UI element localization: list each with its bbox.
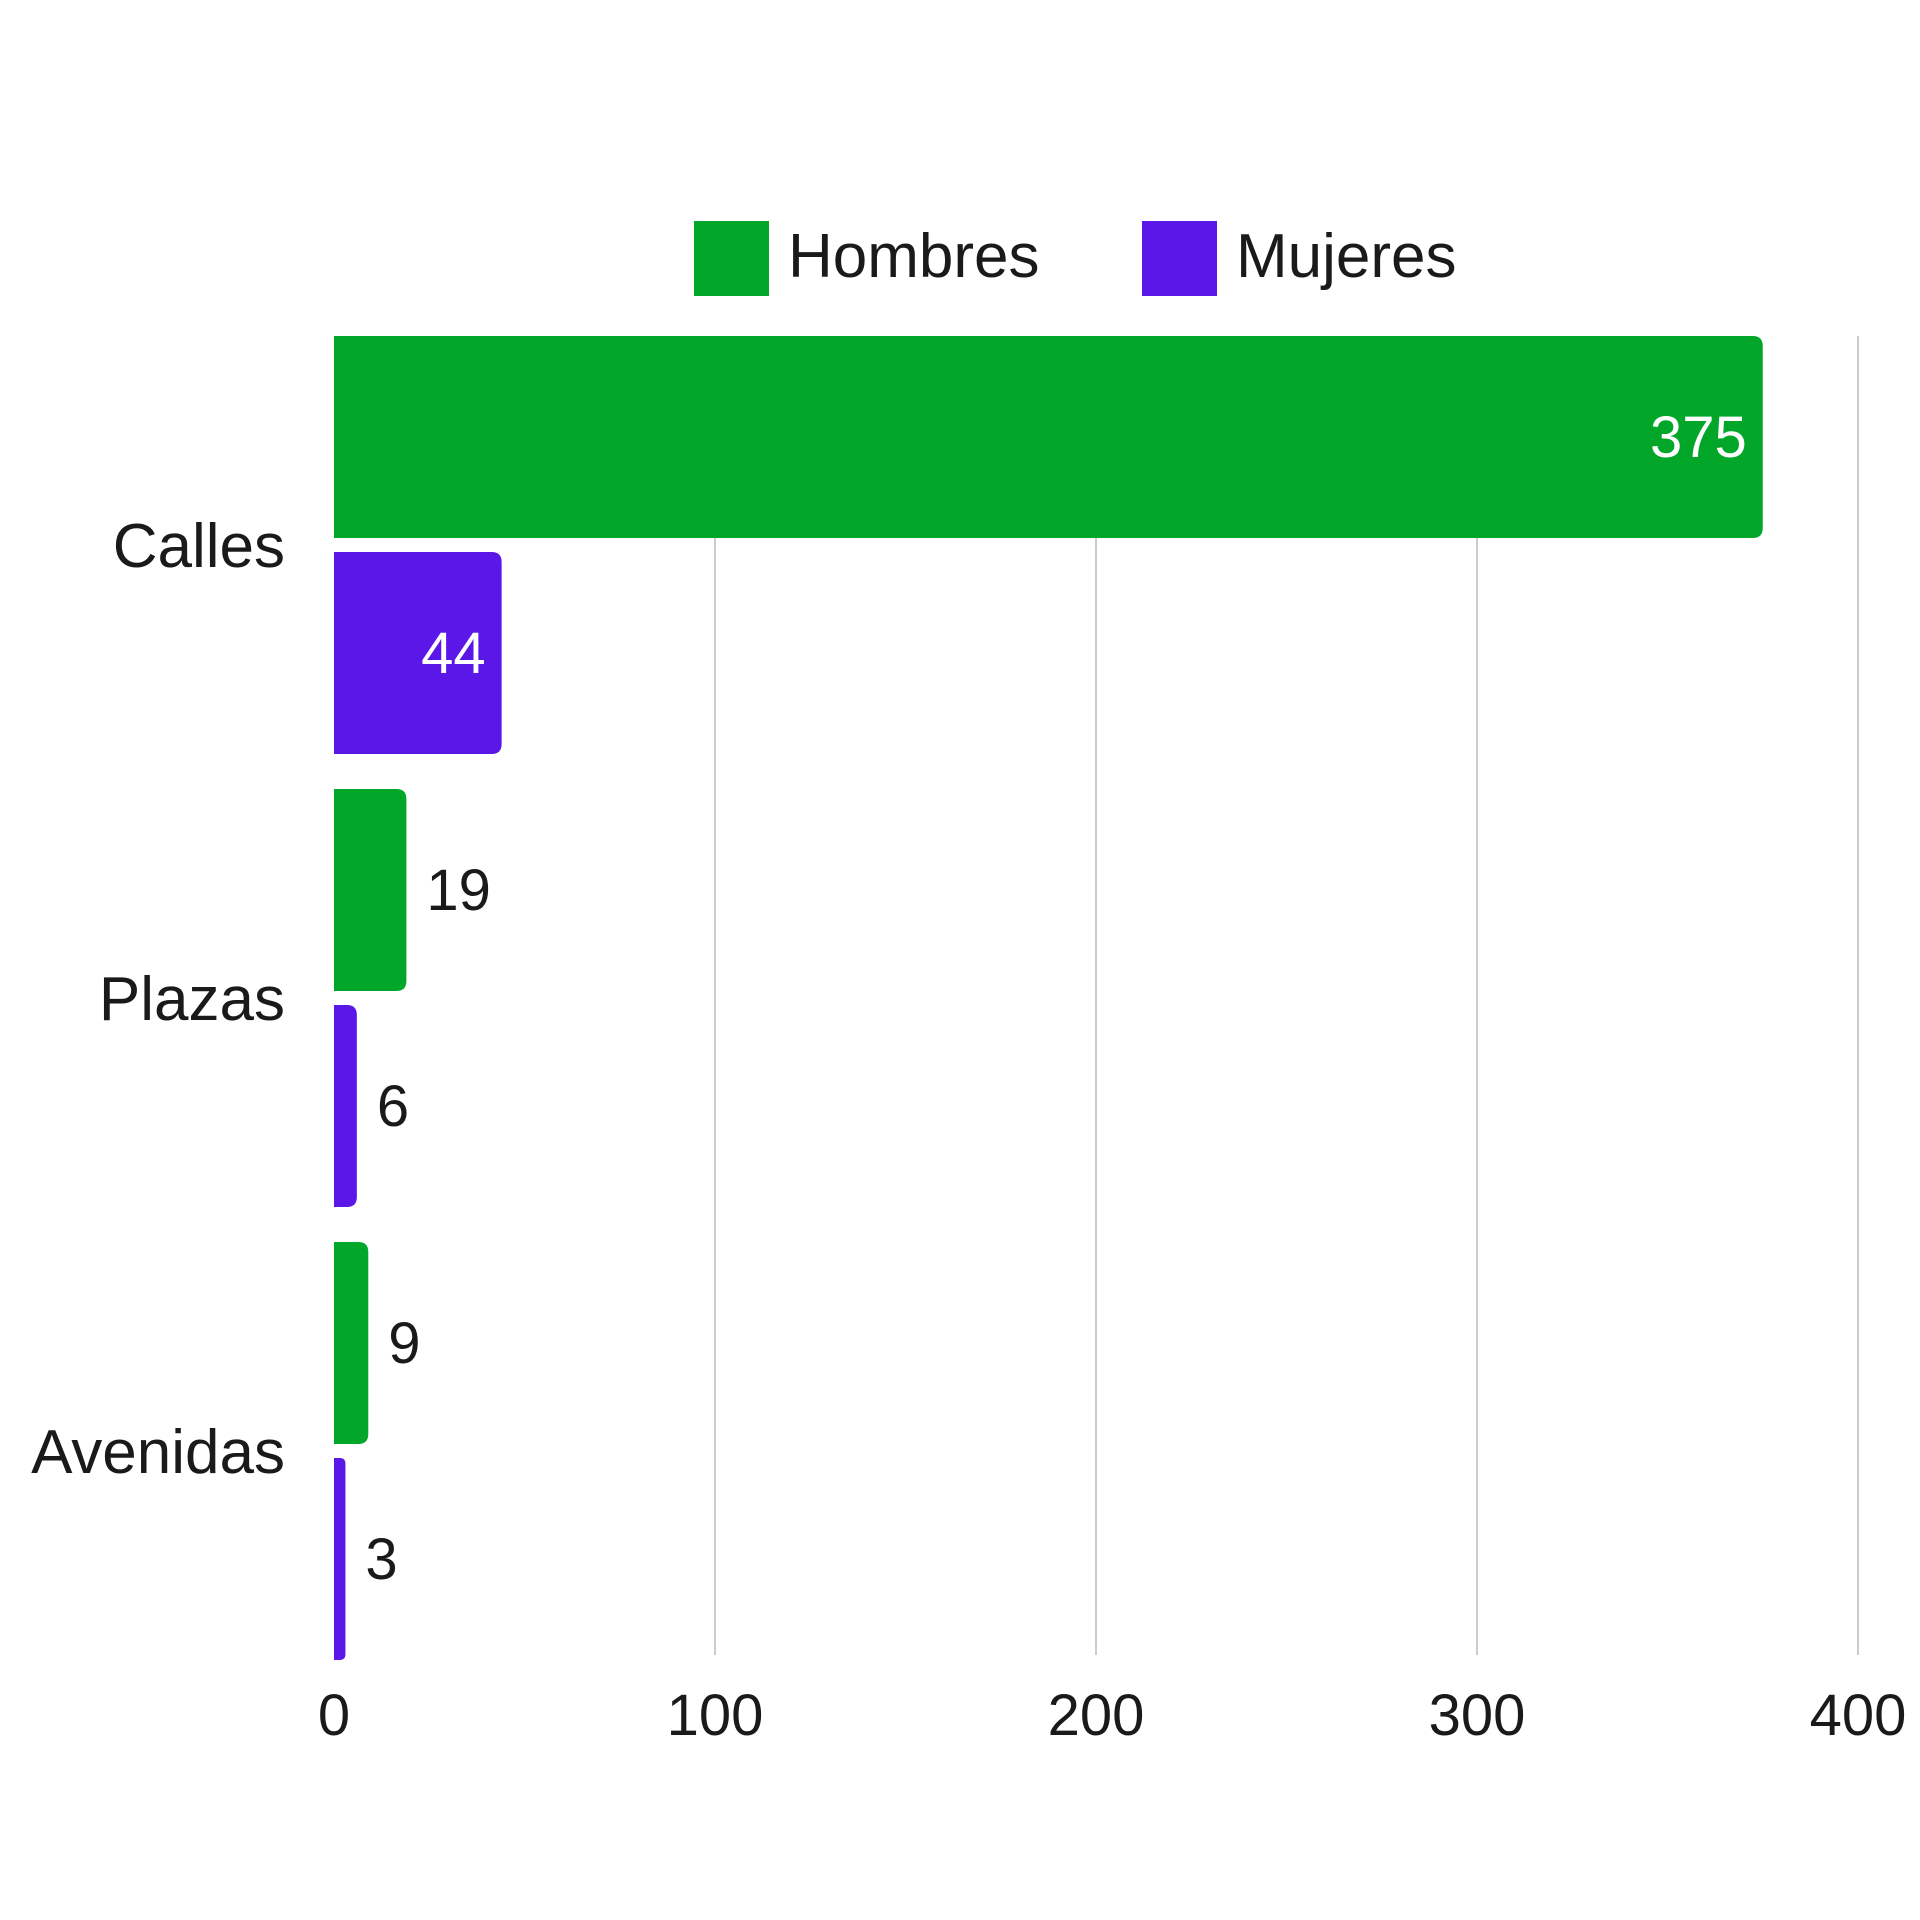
bar-plazas-hombres [334,789,407,991]
category-label-avenidas: Avenidas [31,1418,285,1487]
legend-swatch-mujeres [1142,221,1217,296]
category-label-plazas: Plazas [99,965,285,1034]
legend: Hombres Mujeres [694,221,1457,296]
bar-plazas-mujeres [334,1005,357,1207]
data-label-plazas-mujeres: 6 [377,1074,409,1139]
data-label-calles-hombres: 375 [1650,405,1747,470]
data-label-plazas-hombres: 19 [426,858,491,923]
data-label-avenidas-hombres: 9 [388,1311,420,1376]
x-axis-ticks: 0 100 200 300 400 [318,1683,1907,1748]
bar-calles-hombres [334,336,1763,538]
category-label-calles: Calles [113,512,285,581]
x-tick-label-200: 200 [1048,1683,1145,1748]
grid-lines [714,336,1859,1655]
data-label-calles-mujeres: 44 [421,621,486,686]
bar-avenidas-hombres [334,1242,369,1444]
x-tick-label-300: 300 [1429,1683,1526,1748]
category-labels: Calles Plazas Avenidas [31,512,285,1487]
x-tick-label-100: 100 [667,1683,764,1748]
data-label-avenidas-mujeres: 3 [365,1527,397,1592]
legend-label-hombres: Hombres [788,222,1040,291]
x-tick-label-0: 0 [318,1683,350,1748]
bar-avenidas-mujeres [334,1458,346,1660]
legend-label-mujeres: Mujeres [1236,222,1457,291]
x-tick-label-400: 400 [1810,1683,1907,1748]
legend-swatch-hombres [694,221,769,296]
bars: 375 44 19 6 9 3 [334,336,1763,1660]
bar-calles-mujeres [334,552,502,754]
